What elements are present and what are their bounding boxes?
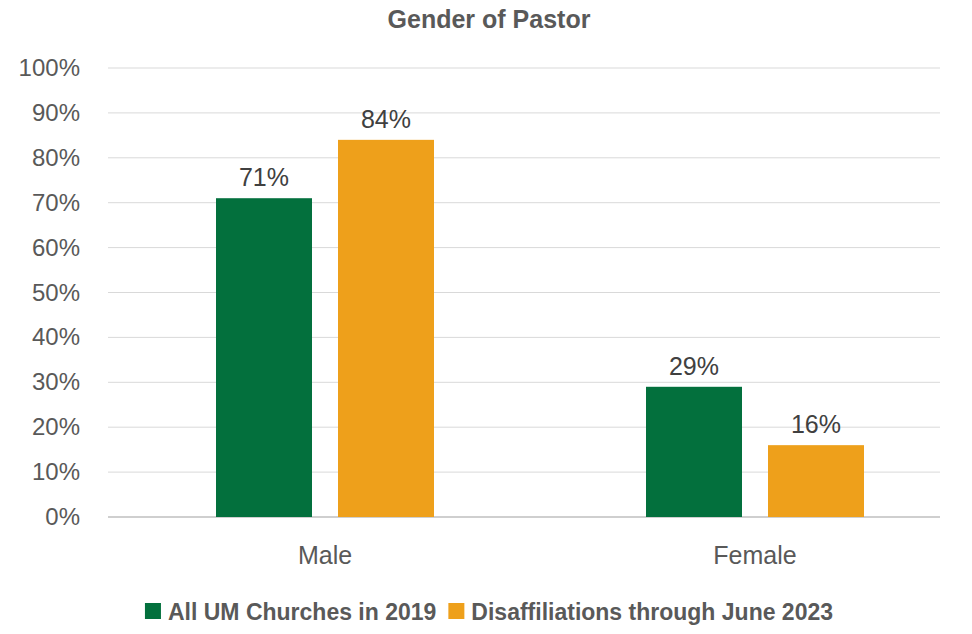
data-labels: 71% 29% 84% 16% (239, 105, 841, 438)
grid-line (108, 157, 940, 158)
bar (646, 387, 742, 517)
bar (338, 140, 434, 517)
data-label: 16% (791, 410, 841, 438)
y-tick-label: 0% (45, 503, 80, 530)
bar (216, 198, 312, 517)
grid-line (108, 112, 940, 113)
y-tick-label: 100% (19, 54, 80, 81)
y-tick-label: 10% (32, 458, 80, 485)
page: {"chart_data": {"type": "bar", "title": … (0, 0, 972, 634)
title: Gender of Pastor (388, 5, 591, 33)
chart: Gender of Pastor 0% 10% 20% 30% 40% 50% 60% 70% 8… (0, 0, 972, 634)
legend-swatch (145, 603, 161, 619)
x-tick-label: Male (298, 541, 352, 569)
legend-label: All UM Churches in 2019 (168, 599, 436, 625)
y-tick-label: 90% (32, 99, 80, 126)
legend: All UM Churches in 2019 Disaffiliations t… (145, 599, 833, 625)
y-tick-label: 20% (32, 413, 80, 440)
y-tick-label: 80% (32, 144, 80, 171)
legend-label: Disaffiliations through June 2023 (471, 599, 833, 625)
y-tick-label: 50% (32, 279, 80, 306)
grid-line (108, 68, 940, 69)
x-tick-label: Female (713, 541, 796, 569)
y-tick-label: 40% (32, 323, 80, 350)
data-label: 29% (669, 352, 719, 380)
data-label: 71% (239, 163, 289, 191)
data-label: 84% (361, 105, 411, 133)
legend-swatch (448, 603, 464, 619)
y-tick-label: 30% (32, 368, 80, 395)
grid (108, 68, 940, 517)
y-tick-label: 60% (32, 234, 80, 261)
bars (216, 140, 864, 517)
bar (768, 445, 864, 517)
y-tick-label: 70% (32, 189, 80, 216)
